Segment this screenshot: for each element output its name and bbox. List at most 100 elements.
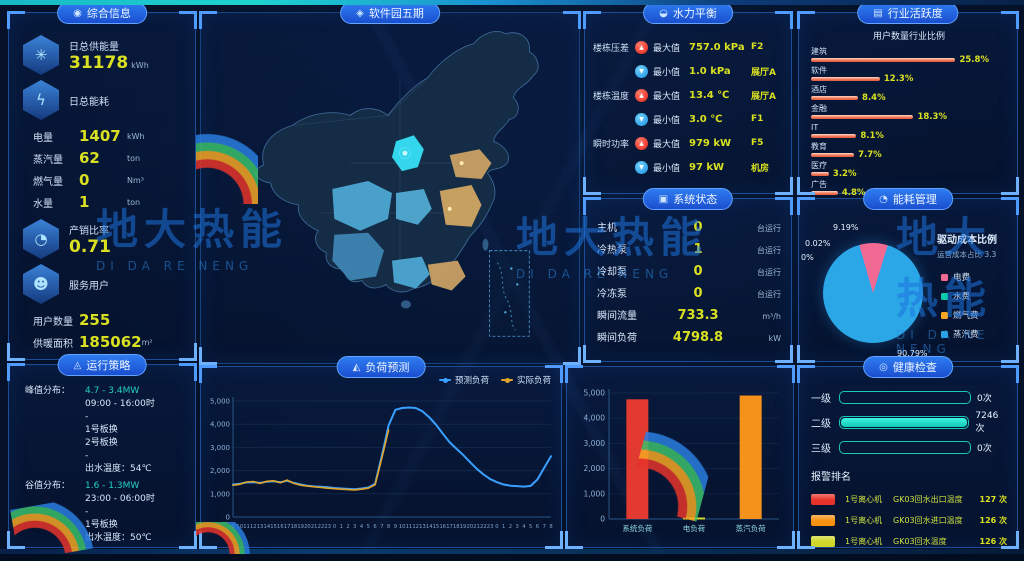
svg-text:23: 23 [324,524,331,530]
hydraulic-group-label: 楼栋压差 [593,43,630,54]
hydraulic-row: ▼ 最小值 3.0 ℃ F1 [593,107,785,131]
pie-legend-item: 燃气费 [941,309,979,321]
map-marker-dot [459,161,464,166]
summary-row-unit: ton [127,197,141,207]
hydraulic-metric-label: 最大值 [653,139,681,150]
svg-text:16: 16 [277,524,284,530]
panel-summary-header: ◉ 综合信息 [57,2,147,24]
system-row-unit: m³/h [762,312,781,321]
svg-text:2: 2 [346,524,349,530]
svg-text:9: 9 [394,524,397,530]
energy-cost-icon: ◔ [879,193,888,205]
pie-legend-label: 蒸汽费 [953,330,979,340]
panel-industry: ▤ 行业活跃度 用户数量行业比例 建筑 25.8% 软件 12.3% 酒店 8.4% 金融 1… [797,2,1019,198]
svg-text:5,000: 5,000 [210,398,230,406]
strategy-line: 出水温度：54℃ [85,464,152,474]
svg-text:蒸汽负荷: 蒸汽负荷 [736,523,766,533]
industry-category-label: 广告 [811,180,827,189]
svg-text:23: 23 [487,524,494,530]
users-label: 服务用户 [69,280,109,292]
svg-text:0: 0 [333,524,336,530]
svg-text:3: 3 [516,524,519,530]
industry-bar-value: 4.8% [841,188,866,198]
pie-slice-label: 0.02% [805,239,831,248]
health-level-row: 一级 0次 [811,385,1007,410]
system-row: 主机 0 台运行 [597,219,781,241]
summary-row-value: 1 [79,193,90,211]
hydraulic-location-tag: 展厅A [751,67,776,78]
summary-row-unit: Nm³ [127,175,144,185]
pie-legend-label: 电费 [953,273,971,283]
system-row-value: 733.3 [677,308,719,323]
pie-legend-marker [941,330,948,338]
energy-cost-pie: 9.19% 0.02% 0% 90.79% [801,223,937,359]
alarm-row: 1号离心机 GK03回水进口温度 126 次 [811,510,1007,531]
svg-text:13: 13 [419,524,426,530]
industry-bar-row: 广告 4.8% [811,180,1007,198]
hydraulic-location-tag: F2 [751,42,764,52]
health-level-row: 二级 7246次 [811,410,1007,435]
system-rows: 主机 0 台运行 冷热泵 1 台运行 冷却泵 0 台运行 冷冻泵 0 台运行 瞬间流量 733.3 m³/h… [585,199,791,351]
hydraulic-metric-value: 1.0 kPa [689,65,731,77]
hydraulic-metric-value: 979 kW [689,137,732,149]
svg-text:4: 4 [522,524,526,530]
svg-text:18: 18 [453,524,460,530]
health-level-count: 7246次 [975,411,999,434]
alarm-row: 1号离心机 GK03回水温度 126 次 [811,531,1007,552]
forecast-series-0 [232,406,552,491]
peak-label: 峰值分布： [25,386,71,396]
pie-legend-label: 燃气费 [953,311,979,321]
hydraulic-row: 楼栋温度 ▲ 最大值 13.4 ℃ 展厅A [593,83,785,107]
load-bar-1 [683,517,705,520]
health-level-fill [840,418,968,427]
strategy-line: - [85,507,89,517]
min-indicator-icon: ▼ [635,112,648,126]
svg-text:5: 5 [367,524,370,530]
industry-bar-line: 8.1% [811,131,1007,141]
pie-legend-item: 水费 [941,290,979,302]
health-icon: ◎ [879,361,888,373]
forecast-legend-label: 预测负荷 [454,376,489,386]
province-guangxi [391,256,430,289]
forecast-legend-item: 实际负荷 [500,374,551,386]
province-guangdong [427,260,466,291]
industry-icon: ▤ [873,7,883,19]
top-frame-strip [0,0,1024,5]
panel-health-header: ◎ 健康检查 [863,356,953,378]
hydraulic-metric-label: 最小值 [653,115,681,126]
svg-text:5,000: 5,000 [584,389,606,398]
alarm-point: GK03回水进口温度 [893,516,963,525]
svg-text:4,000: 4,000 [584,414,606,423]
min-indicator-icon: ▼ [635,64,648,78]
svg-text:11: 11 [406,524,413,530]
consume-rows: 电量 1407 kWh 蒸汽量 62 ton 燃气量 0 Nm³ 水量 1 ton [23,125,187,213]
svg-text:3,000: 3,000 [584,439,606,448]
pie-center-sub: 运营成本占比 3.3 [937,250,997,259]
svg-text:10: 10 [399,524,406,530]
summary-row-value: 0 [79,171,90,189]
industry-bar-line: 8.4% [811,93,1007,103]
svg-text:10: 10 [236,524,243,530]
system-row-label: 瞬间负荷 [597,333,637,344]
industry-bar-row: 软件 12.3% [811,66,1007,84]
pie-slice-label: 90.79% [897,349,928,358]
panel-map-header: ◈ 软件园五期 [340,2,440,24]
industry-bar-value: 18.3% [917,112,947,122]
panel-industry-title: 行业活跃度 [887,7,943,20]
svg-text:1,000: 1,000 [584,489,606,498]
system-row: 冷却泵 0 台运行 [597,263,781,285]
supply-value: 31178 [69,52,129,73]
south-sea-inset [489,250,530,337]
industry-bar [811,153,855,157]
industry-bar-value: 25.8% [959,55,989,65]
system-row: 冷冻泵 0 台运行 [597,285,781,307]
valley-lines: 23:00 - 06:00时 - 1号板换 出水温度：50℃ [85,493,155,545]
panel-strategy-header: ◬ 运行策略 [57,354,147,376]
hydraulic-row: 瞬时功率 ▲ 最大值 979 kW F5 [593,131,785,155]
industry-bar-line: 18.3% [811,112,1007,122]
summary-row: 燃气量 0 Nm³ [33,169,187,191]
system-row-label: 冷却泵 [597,267,627,278]
hydraulic-location-tag: 机房 [751,163,770,174]
hydraulic-metric-label: 最小值 [653,67,681,78]
pie-center-text: 驱动成本比例 运营成本占比 3.3 [937,231,1013,260]
